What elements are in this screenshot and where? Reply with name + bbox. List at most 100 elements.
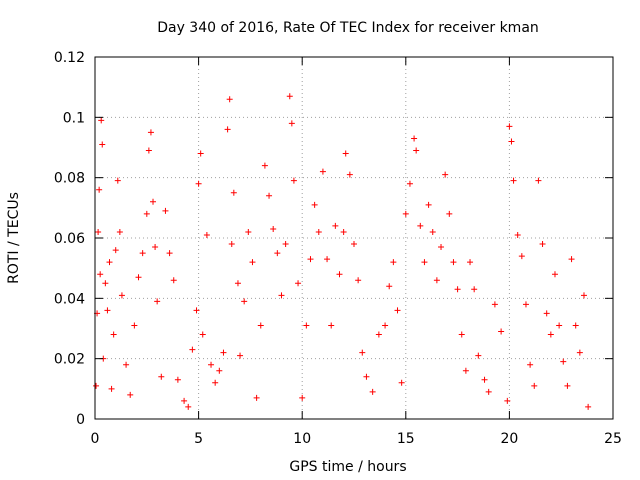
- y-axis-label: ROTI / TECUs: [6, 192, 22, 284]
- data-point: [450, 259, 457, 266]
- data-point: [475, 352, 482, 359]
- x-tick-label: 15: [397, 431, 415, 447]
- data-point: [585, 403, 592, 410]
- data-point: [458, 331, 465, 338]
- data-point: [572, 322, 579, 329]
- data-point: [245, 228, 252, 235]
- data-point: [417, 222, 424, 229]
- data-point: [193, 307, 200, 314]
- data-point: [560, 358, 567, 365]
- x-axis-label: GPS time / hours: [289, 459, 406, 475]
- data-point: [382, 322, 389, 329]
- data-point: [216, 367, 223, 374]
- data-point: [237, 352, 244, 359]
- data-point: [234, 280, 241, 287]
- data-point: [319, 168, 326, 175]
- data-point: [93, 382, 100, 389]
- data-point: [564, 382, 571, 389]
- data-point: [386, 283, 393, 290]
- data-point: [170, 277, 177, 284]
- data-point: [230, 189, 237, 196]
- data-point: [442, 171, 449, 178]
- data-point: [295, 280, 302, 287]
- data-point: [174, 376, 181, 383]
- data-point: [166, 250, 173, 257]
- y-tick-label: 0.1: [63, 110, 85, 126]
- x-tick-label: 10: [293, 431, 311, 447]
- data-point: [96, 186, 103, 193]
- grid-lines: [95, 57, 613, 419]
- data-point: [332, 222, 339, 229]
- data-point: [106, 259, 113, 266]
- data-point: [411, 135, 418, 142]
- data-point: [471, 286, 478, 293]
- data-point: [135, 274, 142, 281]
- data-point: [539, 241, 546, 248]
- data-point: [189, 346, 196, 353]
- y-tick-label: 0.02: [54, 352, 85, 368]
- data-point: [266, 192, 273, 199]
- data-point: [139, 250, 146, 257]
- data-point: [286, 93, 293, 100]
- data-point: [195, 180, 202, 187]
- data-point: [402, 210, 409, 217]
- data-point: [580, 292, 587, 299]
- y-tick-labels: 0 0.02 0.04 0.06 0.08 0.1 0.12: [54, 50, 85, 428]
- data-point: [527, 361, 534, 368]
- data-point: [249, 259, 256, 266]
- data-point: [99, 141, 106, 148]
- data-point: [446, 210, 453, 217]
- data-point: [145, 147, 152, 154]
- x-tick-labels: 0 5 10 15 20 25: [91, 431, 622, 447]
- data-point: [203, 231, 210, 238]
- data-point: [185, 403, 192, 410]
- data-point: [531, 382, 538, 389]
- x-tick-label: 25: [604, 431, 622, 447]
- data-point: [351, 241, 357, 248]
- data-point: [369, 388, 376, 395]
- data-point: [288, 120, 295, 127]
- data-point: [467, 259, 474, 266]
- data-point: [224, 126, 231, 133]
- data-point: [485, 388, 492, 395]
- data-point: [421, 259, 428, 266]
- data-point: [162, 207, 169, 214]
- data-point: [131, 322, 138, 329]
- data-point: [95, 228, 102, 235]
- data-point: [307, 256, 314, 263]
- data-point: [278, 292, 285, 299]
- data-point: [228, 241, 235, 248]
- data-point: [208, 361, 215, 368]
- data-point: [261, 162, 268, 169]
- data-point: [226, 96, 233, 103]
- data-point: [481, 376, 488, 383]
- data-point: [158, 373, 165, 380]
- y-tick-label: 0: [76, 412, 85, 428]
- data-point: [253, 394, 260, 401]
- data-point: [433, 277, 440, 284]
- data-point: [123, 361, 130, 368]
- data-point: [241, 298, 248, 305]
- data-point: [328, 322, 335, 329]
- data-point: [522, 301, 529, 308]
- data-point: [299, 394, 306, 401]
- data-point: [220, 349, 227, 356]
- data-point: [406, 180, 413, 187]
- data-point: [274, 250, 281, 257]
- data-point: [535, 177, 542, 184]
- data-point: [127, 391, 134, 398]
- data-point: [340, 228, 347, 235]
- data-point: [543, 310, 550, 317]
- data-point: [491, 301, 498, 308]
- data-point: [342, 150, 349, 157]
- data-point: [199, 331, 206, 338]
- x-tick-label: 0: [91, 431, 100, 447]
- data-point: [568, 256, 575, 263]
- data-point: [413, 147, 420, 154]
- data-point: [324, 256, 331, 263]
- data-point: [108, 385, 115, 392]
- data-point: [390, 259, 397, 266]
- chart-title: Day 340 of 2016, Rate Of TEC Index for r…: [157, 20, 539, 36]
- data-points: [93, 93, 592, 410]
- data-point: [556, 322, 563, 329]
